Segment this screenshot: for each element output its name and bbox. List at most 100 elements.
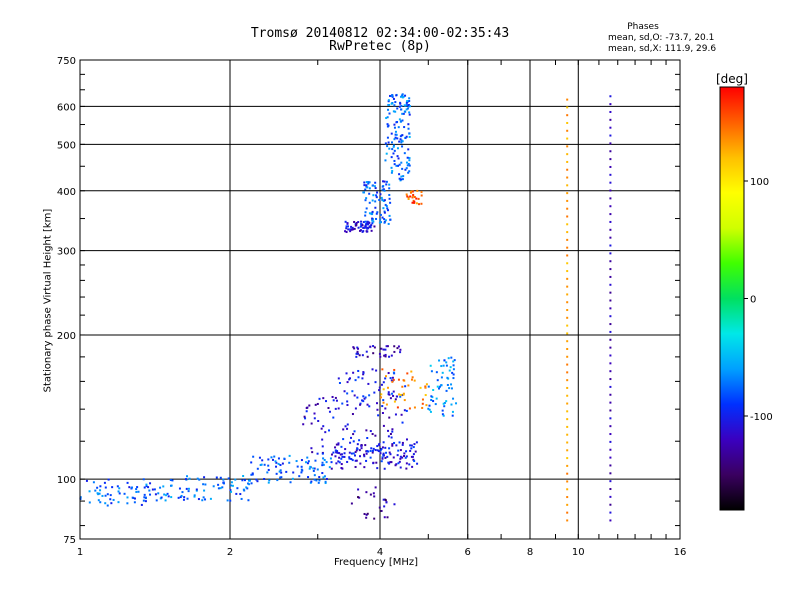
data-point <box>378 386 381 389</box>
data-point <box>387 100 390 103</box>
data-point <box>308 404 311 407</box>
data-point <box>441 409 444 412</box>
data-point <box>443 401 446 404</box>
data-point <box>305 461 308 464</box>
data-point <box>421 406 424 409</box>
trace-point <box>566 418 569 421</box>
trace-point <box>566 355 569 358</box>
data-point <box>357 496 360 499</box>
trace-point <box>609 488 612 491</box>
data-point <box>402 379 405 382</box>
x-tick-label: 6 <box>465 547 471 558</box>
data-point <box>410 370 413 373</box>
data-point <box>104 494 107 497</box>
data-point <box>436 379 439 382</box>
data-point <box>394 136 397 139</box>
data-point <box>324 431 327 434</box>
data-point <box>79 496 82 499</box>
data-point <box>413 406 416 409</box>
trace-point <box>566 488 569 491</box>
data-point <box>383 218 386 221</box>
data-point <box>455 402 458 405</box>
data-point <box>425 383 428 386</box>
data-point <box>407 127 410 130</box>
data-point <box>402 393 405 396</box>
data-point <box>405 462 408 465</box>
data-point <box>398 177 401 180</box>
data-point <box>370 229 373 232</box>
data-point <box>385 451 388 454</box>
trace-point <box>609 370 612 373</box>
trace-point <box>566 192 569 195</box>
trace-point <box>609 307 612 310</box>
data-point <box>348 457 351 460</box>
data-point <box>370 213 373 216</box>
data-point <box>408 170 411 173</box>
data-point <box>387 372 390 375</box>
data-point <box>314 403 317 406</box>
data-point <box>403 452 406 455</box>
data-point <box>263 477 266 480</box>
trace-point <box>609 205 612 208</box>
data-point <box>140 503 143 506</box>
data-point <box>362 400 365 403</box>
data-point <box>279 469 282 472</box>
data-point <box>392 152 395 155</box>
data-point <box>221 486 224 489</box>
data-point <box>103 481 106 484</box>
data-point <box>360 447 363 450</box>
data-point <box>320 427 323 430</box>
data-point <box>373 495 376 498</box>
data-point <box>401 134 404 137</box>
data-point <box>381 411 384 414</box>
data-point <box>300 459 303 462</box>
data-point <box>401 94 404 97</box>
trace-point <box>609 291 612 294</box>
data-point <box>388 187 391 190</box>
data-point <box>202 483 205 486</box>
data-point <box>368 181 371 184</box>
data-point <box>368 187 371 190</box>
data-point <box>230 481 233 484</box>
data-point <box>364 220 367 223</box>
data-point <box>407 197 410 200</box>
x-tick-label: 8 <box>527 547 533 558</box>
data-point <box>407 148 410 151</box>
data-point <box>445 364 448 367</box>
data-point <box>400 141 403 144</box>
data-point <box>361 377 364 380</box>
data-point <box>365 452 368 455</box>
data-point <box>271 458 274 461</box>
data-point <box>385 501 388 504</box>
data-point <box>101 494 104 497</box>
data-point <box>401 421 404 424</box>
trace-point <box>609 315 612 318</box>
data-point <box>396 147 399 150</box>
data-point <box>323 458 326 461</box>
data-point <box>408 135 411 138</box>
data-point <box>363 466 366 469</box>
data-point <box>369 430 372 433</box>
trace-point <box>609 252 612 255</box>
data-point <box>384 219 387 222</box>
data-point <box>394 464 397 467</box>
data-point <box>240 497 243 500</box>
y-tick-label: 300 <box>57 247 76 258</box>
data-point <box>438 385 441 388</box>
data-point <box>389 218 392 221</box>
colorbar-label: [deg] <box>716 72 748 86</box>
trace-point <box>566 363 569 366</box>
data-point <box>318 476 321 479</box>
data-point <box>133 497 136 500</box>
data-point <box>356 346 359 349</box>
data-point <box>387 124 390 127</box>
trace-point <box>566 433 569 436</box>
data-point <box>340 463 343 466</box>
data-point <box>335 462 338 465</box>
trace-point <box>566 457 569 460</box>
data-point <box>256 467 259 470</box>
data-point <box>445 389 448 392</box>
data-point <box>334 446 337 449</box>
data-point <box>281 462 284 465</box>
data-point <box>263 463 266 466</box>
